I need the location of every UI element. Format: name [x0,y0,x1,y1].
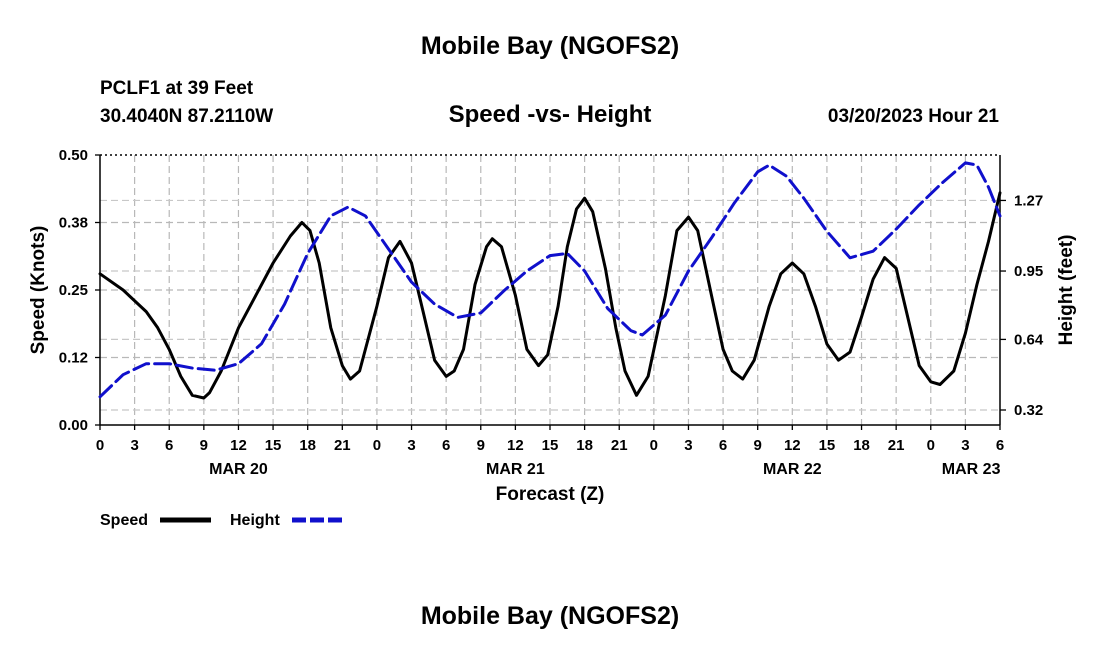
station-label: PCLF1 at 39 Feet [100,78,254,99]
x-tick-label: 0 [373,437,381,454]
x-tick-label: 18 [299,437,316,454]
date-label: MAR 22 [763,461,822,478]
x-tick-label: 18 [853,437,870,454]
legend: Speed Height [100,512,343,529]
x-axis-label: Forecast (Z) [496,484,605,505]
legend-label-height: Height [230,512,280,529]
left-axis-label: Speed (Knots) [28,226,49,355]
x-tick-label: 15 [819,437,836,454]
datetime-label: 03/20/2023 Hour 21 [827,106,999,127]
chart-subtitle: Speed -vs- Height [448,101,652,128]
speed-height-chart: 0 3 6 9 12 15 18 21 0 3 6 9 12 15 18 21 0 3 6 9 12 15 18 21 0 3 6 M… [28,147,1077,529]
height-series-line [98,161,1002,399]
x-tick-label: 12 [507,437,524,454]
x-tick-label: 21 [334,437,351,454]
x-tick-label: 18 [576,437,593,454]
axis-ticks: 0 3 6 9 12 15 18 21 0 3 6 9 12 15 18 21 0 3 6 9 12 15 18 21 0 3 6 M… [59,147,1044,478]
date-label: MAR 21 [486,461,545,478]
right-tick-label: 0.64 [1014,331,1044,348]
coords-label: 30.4040N 87.2110W [100,106,274,127]
series-layer [98,161,1002,400]
left-tick-label: 0.00 [59,417,88,434]
legend-label-speed: Speed [100,512,148,529]
x-tick-label: 12 [230,437,247,454]
x-tick-label: 6 [165,437,173,454]
left-tick-label: 0.25 [59,282,88,299]
x-tick-label: 3 [684,437,692,454]
left-tick-label: 0.12 [59,350,88,367]
x-tick-label: 9 [754,437,762,454]
x-tick-label: 0 [650,437,658,454]
x-tick-label: 6 [442,437,450,454]
x-tick-label: 6 [996,437,1004,454]
right-tick-label: 1.27 [1014,192,1043,209]
x-tick-label: 9 [477,437,485,454]
x-tick-label: 15 [542,437,559,454]
x-tick-label: 21 [611,437,628,454]
speed-series-line [98,191,1002,400]
grid [100,155,1000,425]
x-tick-label: 3 [130,437,138,454]
x-tick-label: 12 [784,437,801,454]
x-tick-label: 3 [961,437,969,454]
x-tick-label: 6 [719,437,727,454]
x-tick-label: 21 [888,437,905,454]
left-tick-label: 0.38 [59,215,88,232]
date-label: MAR 20 [209,461,268,478]
left-tick-label: 0.50 [59,147,88,164]
page-title: Mobile Bay (NGOFS2) [420,32,680,60]
x-tick-label: 0 [927,437,935,454]
right-axis-label: Height (feet) [1056,235,1077,346]
x-tick-label: 9 [200,437,208,454]
right-tick-label: 0.95 [1014,263,1043,280]
x-tick-label: 15 [265,437,282,454]
x-tick-label: 3 [407,437,415,454]
right-tick-label: 0.32 [1014,402,1043,419]
x-tick-label: 0 [96,437,104,454]
date-label: MAR 23 [942,461,1001,478]
bottom-title: Mobile Bay (NGOFS2) [420,602,680,630]
